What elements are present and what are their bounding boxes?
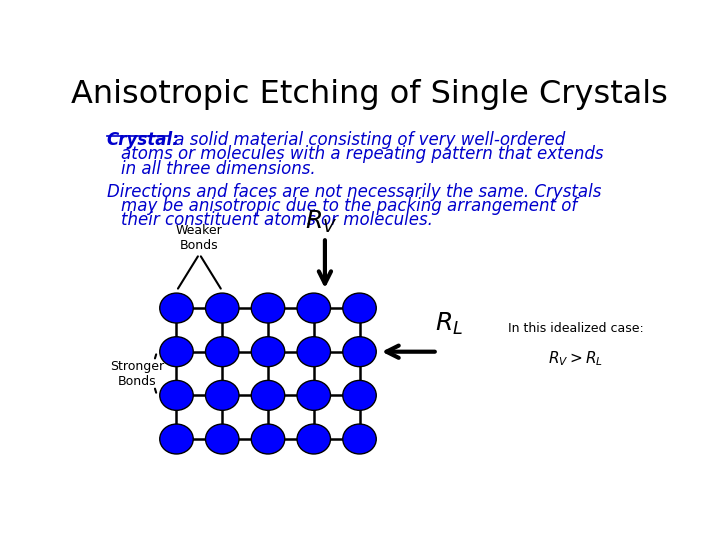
Text: in all three dimensions.: in all three dimensions.: [121, 160, 315, 178]
Text: their constituent atoms or molecules.: their constituent atoms or molecules.: [121, 211, 433, 229]
Text: $R_L$: $R_L$: [435, 311, 463, 337]
Ellipse shape: [160, 337, 193, 367]
Ellipse shape: [251, 380, 284, 410]
Ellipse shape: [343, 337, 377, 367]
Text: may be anisotropic due to the packing arrangement of: may be anisotropic due to the packing ar…: [121, 197, 577, 215]
Text: $R_V > R_L$: $R_V > R_L$: [548, 349, 603, 368]
Text: In this idealized case:: In this idealized case:: [508, 322, 644, 335]
Ellipse shape: [205, 380, 239, 410]
Ellipse shape: [297, 293, 330, 323]
Ellipse shape: [205, 337, 239, 367]
Ellipse shape: [251, 337, 284, 367]
Ellipse shape: [160, 424, 193, 454]
Ellipse shape: [343, 380, 377, 410]
Ellipse shape: [343, 293, 377, 323]
Text: Anisotropic Etching of Single Crystals: Anisotropic Etching of Single Crystals: [71, 79, 667, 110]
Text: Crystal:: Crystal:: [107, 131, 179, 150]
Text: a solid material consisting of very well-ordered: a solid material consisting of very well…: [169, 131, 565, 150]
Ellipse shape: [205, 424, 239, 454]
Text: atoms or molecules with a repeating pattern that extends: atoms or molecules with a repeating patt…: [121, 145, 603, 164]
Ellipse shape: [297, 424, 330, 454]
Ellipse shape: [297, 380, 330, 410]
Ellipse shape: [160, 293, 193, 323]
Ellipse shape: [251, 424, 284, 454]
Ellipse shape: [343, 424, 377, 454]
Ellipse shape: [251, 293, 284, 323]
Ellipse shape: [205, 293, 239, 323]
Text: Stronger
Bonds: Stronger Bonds: [110, 360, 164, 388]
Ellipse shape: [160, 380, 193, 410]
Text: Weaker
Bonds: Weaker Bonds: [176, 224, 222, 252]
Ellipse shape: [297, 337, 330, 367]
Text: Directions and faces are not necessarily the same. Crystals: Directions and faces are not necessarily…: [107, 183, 601, 201]
Text: $R_V$: $R_V$: [305, 209, 338, 235]
